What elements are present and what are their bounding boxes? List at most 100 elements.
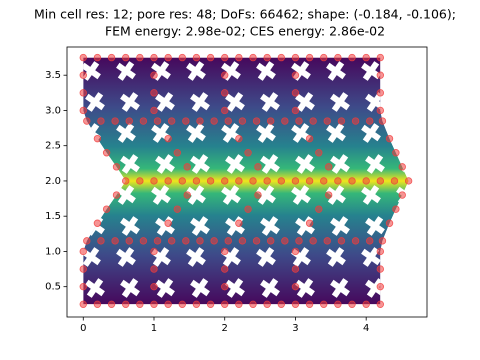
point xyxy=(305,134,314,143)
point xyxy=(164,177,172,185)
point xyxy=(291,265,300,273)
point xyxy=(173,149,182,157)
point xyxy=(164,219,172,227)
point xyxy=(221,300,229,309)
point xyxy=(150,71,158,79)
point xyxy=(235,177,243,185)
pore xyxy=(120,216,140,236)
pore xyxy=(83,185,101,205)
point xyxy=(291,106,300,115)
point xyxy=(192,177,201,185)
point xyxy=(305,219,314,227)
point xyxy=(182,237,190,245)
pore xyxy=(190,92,210,112)
point xyxy=(334,53,342,62)
point xyxy=(334,177,342,185)
point xyxy=(182,117,190,125)
point xyxy=(351,237,360,245)
point xyxy=(281,237,289,245)
pore xyxy=(190,278,210,298)
point xyxy=(238,117,247,125)
point xyxy=(196,237,204,245)
point xyxy=(112,191,121,199)
pore xyxy=(295,154,315,174)
x-tick-label: 2 xyxy=(222,323,228,334)
point xyxy=(249,53,257,62)
point xyxy=(79,53,87,62)
point xyxy=(348,300,356,309)
point xyxy=(164,134,172,143)
point xyxy=(196,117,204,125)
point xyxy=(136,53,144,62)
point xyxy=(153,237,162,245)
point xyxy=(281,117,289,125)
point xyxy=(320,53,328,62)
point xyxy=(93,53,102,62)
chart-title: Min cell res: 12; pore res: 48; DoFs: 66… xyxy=(34,7,456,22)
axes-frame xyxy=(66,46,428,318)
point xyxy=(235,219,243,227)
point xyxy=(295,117,303,125)
point xyxy=(192,53,201,62)
point xyxy=(404,177,413,185)
pore xyxy=(330,154,350,174)
point xyxy=(221,247,229,256)
x-tick-label: 1 xyxy=(151,323,157,334)
pore xyxy=(190,216,210,236)
pore xyxy=(120,278,140,298)
point xyxy=(178,177,186,185)
point xyxy=(305,177,314,185)
y-tick-label: 3.0 xyxy=(45,105,61,116)
point xyxy=(376,300,385,309)
point xyxy=(221,177,229,185)
pore xyxy=(326,247,346,267)
point xyxy=(150,300,158,309)
pore xyxy=(260,92,280,112)
point xyxy=(324,191,333,199)
point xyxy=(136,177,144,185)
point xyxy=(97,237,105,245)
pore xyxy=(85,92,105,112)
point xyxy=(315,149,323,157)
point xyxy=(266,117,275,125)
point xyxy=(320,177,328,185)
pore xyxy=(116,123,136,143)
point xyxy=(125,117,133,125)
point xyxy=(376,53,385,62)
pore xyxy=(186,247,206,267)
pore xyxy=(361,247,381,267)
point xyxy=(291,89,300,97)
point xyxy=(392,149,400,157)
point xyxy=(263,53,271,62)
point xyxy=(167,117,176,125)
y-tick-label: 1.0 xyxy=(45,246,61,257)
y-tick-label: 2.5 xyxy=(45,141,61,152)
point xyxy=(79,106,87,115)
point xyxy=(183,191,191,199)
point xyxy=(125,237,133,245)
pore xyxy=(260,278,280,298)
point xyxy=(210,237,218,245)
point xyxy=(376,71,385,79)
point xyxy=(254,163,262,171)
point xyxy=(107,300,116,309)
point xyxy=(254,191,262,199)
point xyxy=(210,117,218,125)
pore xyxy=(291,123,311,143)
point xyxy=(277,300,286,309)
point xyxy=(93,134,102,143)
chart-title: FEM energy: 2.98e-02; CES energy: 2.86e-… xyxy=(105,24,385,39)
pore xyxy=(326,185,346,205)
pore xyxy=(85,278,105,298)
point xyxy=(291,282,300,291)
point xyxy=(291,247,300,256)
x-tick-label: 0 xyxy=(80,323,86,334)
point xyxy=(164,53,172,62)
point xyxy=(376,177,385,185)
pore xyxy=(120,154,140,174)
point xyxy=(111,237,119,245)
point xyxy=(150,106,158,115)
point xyxy=(309,237,317,245)
pore xyxy=(330,92,350,112)
pore xyxy=(291,185,311,205)
